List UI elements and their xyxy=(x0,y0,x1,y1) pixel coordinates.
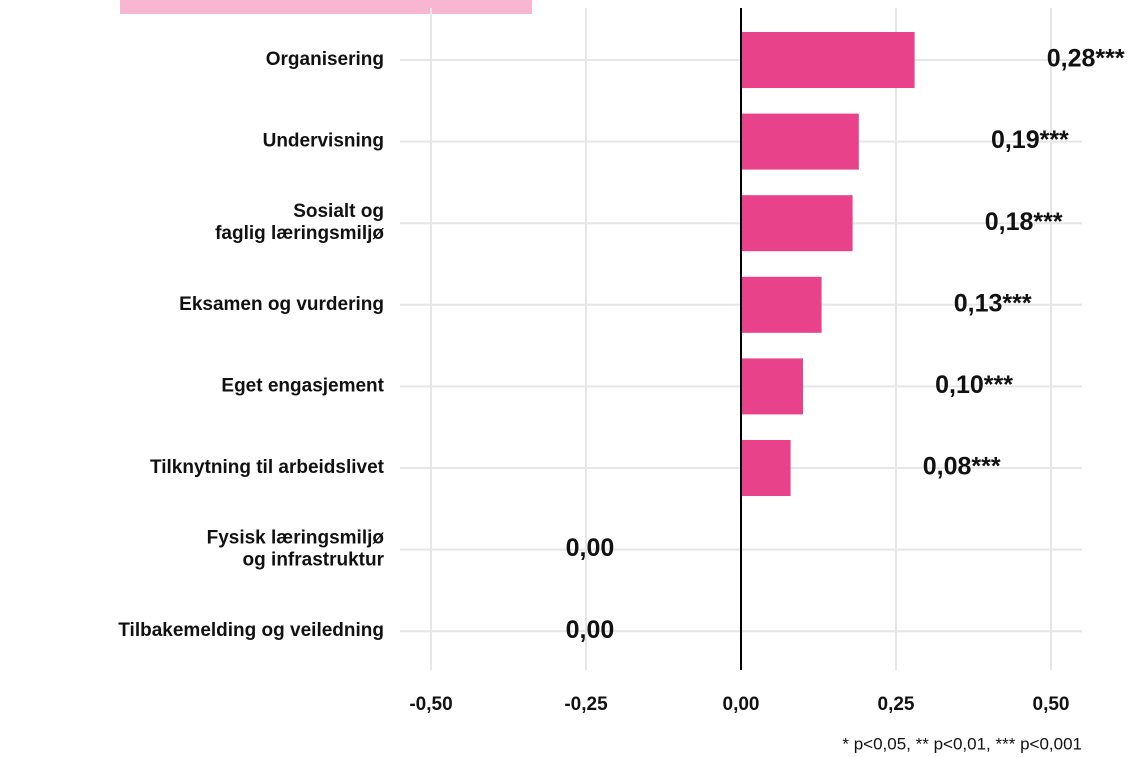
bar xyxy=(741,276,822,333)
x-tick-label: -0,50 xyxy=(409,694,452,715)
footnote: * p<0,05, ** p<0,01, *** p<0,001 xyxy=(842,734,1082,753)
bar xyxy=(741,32,915,88)
y-tick-label: Eget engasjement xyxy=(221,375,384,396)
value-label: 0,18*** xyxy=(985,208,1063,236)
value-label: 0,19*** xyxy=(991,126,1069,154)
bar xyxy=(741,113,859,170)
value-label: 0,10*** xyxy=(935,371,1013,399)
title-highlight xyxy=(120,0,532,14)
x-tick-label: 0,00 xyxy=(723,694,760,715)
x-tick-label: 0,25 xyxy=(878,694,915,715)
y-tick-label: Sosialt og faglig læringsmiljø xyxy=(215,201,384,244)
y-tick-label: Tilbakemelding og veiledning xyxy=(118,620,384,641)
y-tick-label: Undervisning xyxy=(263,131,384,152)
bar xyxy=(741,358,803,415)
bar xyxy=(741,440,791,496)
y-tick-label: Tilknytning til arbeidslivet xyxy=(150,457,385,478)
y-tick-label: Eksamen og vurdering xyxy=(179,294,384,315)
bar xyxy=(741,195,853,252)
value-label: 0,00 xyxy=(566,534,615,562)
x-tick-label: 0,50 xyxy=(1033,694,1070,715)
value-label: 0,00 xyxy=(566,616,615,644)
value-label: 0,08*** xyxy=(923,453,1001,481)
value-label: 0,13*** xyxy=(954,289,1032,317)
y-tick-label: Fysisk læringsmiljø og infrastruktur xyxy=(207,528,385,571)
y-tick-label: Organisering xyxy=(266,49,384,70)
x-tick-label: -0,25 xyxy=(564,694,608,715)
value-label: 0,28*** xyxy=(1047,45,1125,73)
